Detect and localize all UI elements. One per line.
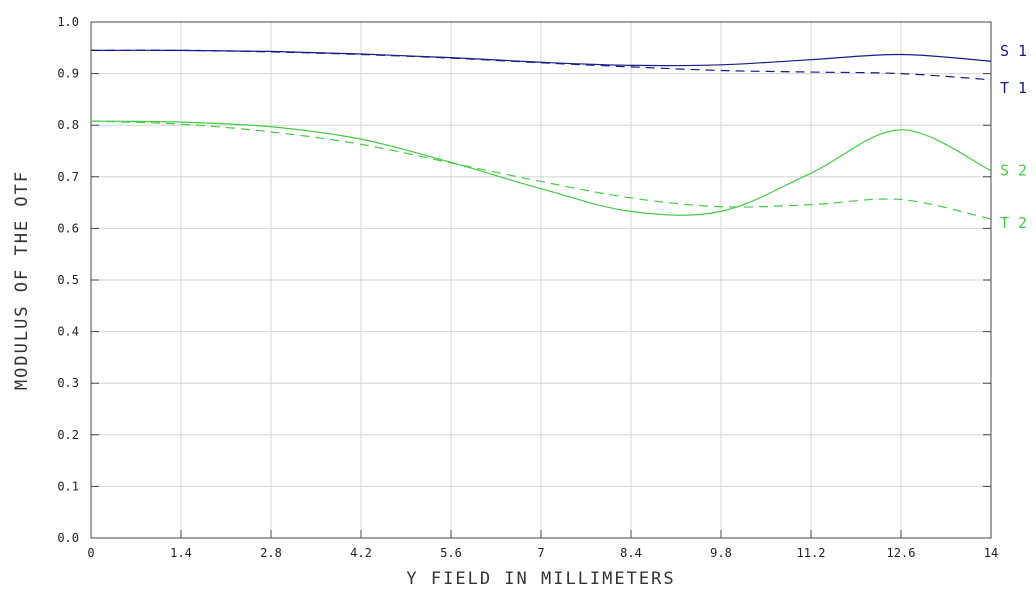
x-tick-label: 14 <box>984 546 998 560</box>
x-tick-label: 0 <box>87 546 94 560</box>
x-tick-label: 1.4 <box>170 546 192 560</box>
plot-frame <box>90 21 992 539</box>
x-tick-label: 2.8 <box>260 546 282 560</box>
y-axis-title: MODULUS OF THE OTF <box>12 170 32 390</box>
y-tick-label: 0.5 <box>57 273 79 287</box>
y-tick-label: 1.0 <box>57 15 79 29</box>
y-tick-label: 0.8 <box>57 118 79 132</box>
series-line-s2 <box>90 120 992 216</box>
x-tick-label: 7 <box>537 546 544 560</box>
series-label-s2: S 2 <box>1000 162 1027 180</box>
x-tick-label: 5.6 <box>440 546 462 560</box>
x-tick-label: 9.8 <box>710 546 732 560</box>
y-tick-label: 0.1 <box>57 479 79 493</box>
series-label-t2: T 2 <box>1000 214 1027 232</box>
x-tick-label: 4.2 <box>350 546 372 560</box>
y-tick-label: 0.3 <box>57 376 79 390</box>
x-tick-label: 8.4 <box>620 546 642 560</box>
y-tick-label: 0.2 <box>57 428 79 442</box>
y-tick-label: 0.6 <box>57 221 79 235</box>
y-tick-label: 0.4 <box>57 325 79 339</box>
x-tick-label: 12.6 <box>887 546 916 560</box>
series-line-t2 <box>90 120 992 220</box>
y-tick-label: 0.0 <box>57 531 79 545</box>
series-line-t1 <box>90 49 992 81</box>
y-tick-label: 0.7 <box>57 170 79 184</box>
x-axis-title: Y FIELD IN MILLIMETERS <box>406 569 675 589</box>
series-label-s1: S 1 <box>1000 42 1027 60</box>
y-tick-label: 0.9 <box>57 67 79 81</box>
series-label-t1: T 1 <box>1000 79 1027 97</box>
x-tick-label: 11.2 <box>797 546 826 560</box>
